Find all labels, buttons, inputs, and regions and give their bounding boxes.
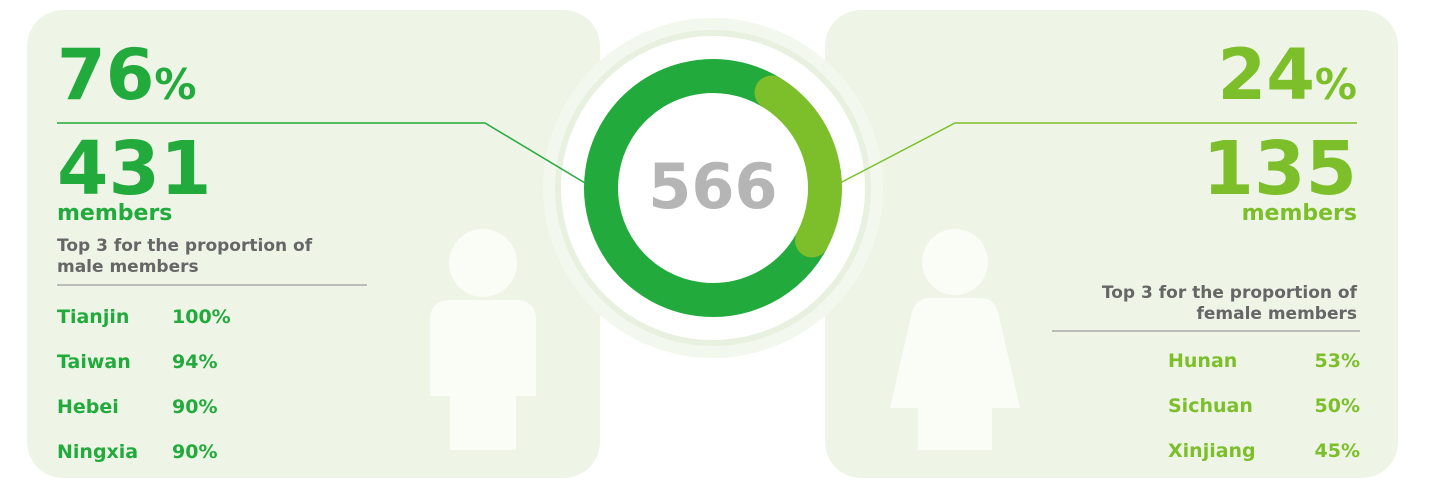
female-top-title: female members [1196, 304, 1357, 324]
male-count-unit: members [57, 201, 172, 226]
male-region: Tianjin [57, 306, 129, 328]
male-region-value: 94% [172, 351, 217, 373]
male-region: Taiwan [57, 351, 131, 373]
female-count: 135 [1203, 126, 1357, 212]
female-region: Hunan [1168, 350, 1237, 372]
donut [584, 59, 842, 317]
female-count-unit: members [1242, 201, 1357, 226]
female-connector [839, 122, 1357, 184]
male-connector [57, 122, 586, 184]
male-region: Hebei [57, 396, 119, 418]
female-region-value: 45% [1315, 440, 1360, 462]
male-region-value: 90% [172, 396, 217, 418]
female-region: Sichuan [1168, 395, 1253, 417]
male-percent: 76% [57, 34, 197, 116]
male-icon [430, 229, 536, 450]
male-region-value: 90% [172, 441, 217, 463]
female-arc [754, 75, 842, 258]
male-top-title: male members [57, 257, 199, 277]
male-arc [584, 59, 827, 317]
female-region-value: 50% [1315, 395, 1360, 417]
female-top-title: Top 3 for the proportion of [1102, 283, 1358, 303]
female-icon [890, 229, 1020, 450]
female-percent: 24% [1217, 34, 1357, 116]
donut-hole [618, 93, 808, 283]
male-region-value: 100% [172, 306, 231, 328]
male-count: 431 [57, 126, 211, 212]
female-region-value: 53% [1315, 350, 1360, 372]
male-region: Ningxia [57, 441, 138, 463]
female-region: Xinjiang [1168, 440, 1256, 462]
total: 566 [648, 150, 777, 223]
male-top-title: Top 3 for the proportion of [57, 236, 313, 256]
